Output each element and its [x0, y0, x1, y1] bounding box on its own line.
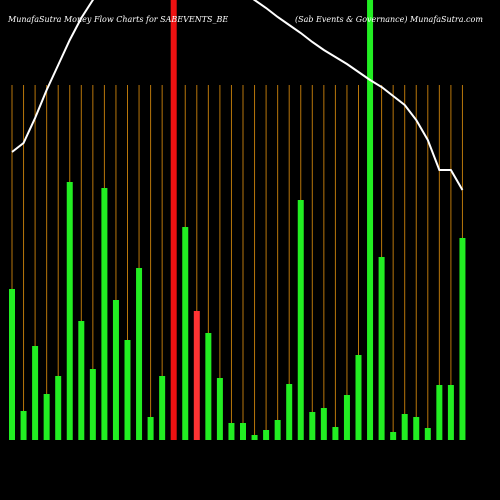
bar [274, 420, 281, 440]
bar [401, 414, 408, 440]
bar [367, 0, 374, 440]
chart-title: MunafaSutra Money Flow Charts for SABEVE… [7, 15, 228, 24]
bar [263, 430, 270, 440]
bar [43, 394, 50, 440]
bar [297, 200, 304, 440]
bar [147, 417, 154, 440]
bar [413, 417, 420, 440]
bar [89, 369, 96, 440]
bar [436, 385, 443, 440]
bar [309, 412, 316, 440]
bar [170, 0, 177, 440]
bar [390, 432, 397, 440]
bar [101, 188, 108, 440]
bar [332, 427, 339, 440]
bar [286, 384, 293, 440]
bar [228, 423, 235, 440]
bar [124, 340, 131, 440]
bar [355, 355, 362, 440]
bar [320, 408, 327, 440]
bar [459, 238, 466, 440]
bar [205, 333, 212, 440]
bar [159, 376, 166, 440]
bar [378, 257, 385, 440]
bar [424, 428, 431, 440]
bar [55, 376, 62, 440]
bar [78, 321, 85, 440]
bar [216, 378, 223, 440]
bar [20, 411, 27, 440]
bar [66, 182, 73, 440]
bar [343, 395, 350, 440]
bar [240, 423, 246, 440]
bar [112, 300, 119, 440]
bar [9, 289, 15, 440]
bar [136, 268, 143, 440]
price-line [11, 0, 464, 191]
bar [182, 227, 189, 440]
chart-subtitle: (Sab Events & Governance) MunafaSutra.co… [295, 15, 483, 24]
bar [32, 346, 39, 440]
bar [193, 311, 200, 440]
bar [251, 435, 258, 440]
bar [447, 385, 454, 440]
